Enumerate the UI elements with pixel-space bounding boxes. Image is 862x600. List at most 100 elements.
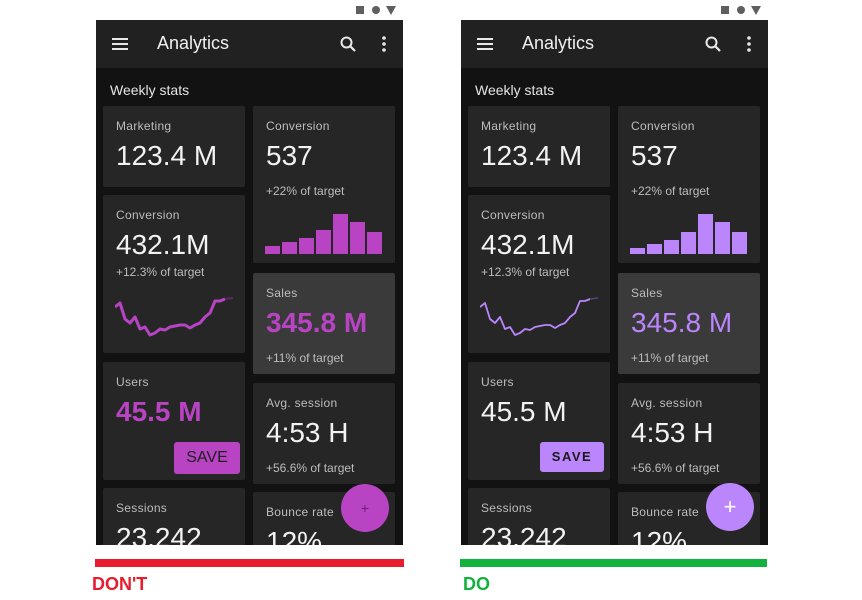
card-label: Conversion [631,119,695,133]
home-icon [372,6,380,14]
card-subtext: +12.3% of target [116,265,205,279]
card-label: Sales [631,286,663,300]
sales-card[interactable]: Sales 345.8 M +11% of target [618,273,760,374]
avg-session-card[interactable]: Avg. session 4:53 H +56.6% of target [253,383,395,484]
card-subtext: +11% of target [631,351,709,365]
sessions-card[interactable]: Sessions 23,242 [468,488,610,545]
do-underline [460,559,767,567]
bar-7 [367,232,382,254]
users-card[interactable]: Users 45.5 M SAVE [468,362,610,480]
conversion-card-small[interactable]: Conversion 537 +22% of target [253,106,395,263]
bar-6 [350,222,365,254]
dont-underline [95,559,404,567]
card-label: Users [481,375,514,389]
status-bar [96,0,403,20]
card-value: 45.5 M [116,396,202,427]
sessions-card[interactable]: Sessions 23,242 [103,488,245,545]
card-label: Marketing [481,119,537,133]
conversion-line-chart [480,297,599,336]
card-subtext: +22% of target [631,184,710,198]
card-value: 432.1M [481,229,575,260]
card-label: Sales [266,286,298,300]
card-value: 537 [631,140,678,171]
card-label: Sessions [481,501,533,515]
do-caption: DO [463,574,490,594]
users-card[interactable]: Users 45.5 M SAVE [103,362,245,480]
conversion-card-large[interactable]: Conversion 432.1M +12.3% of target [468,195,610,353]
do-phone-screen: Analytics Weekly stats Marketing 123.4 M… [461,0,768,545]
card-value: 345.8 M [631,307,733,338]
save-button[interactable]: SAVE [174,442,240,474]
card-label: Sessions [116,501,168,515]
bar-3 [299,238,314,254]
card-value: 123.4 M [116,140,218,171]
add-fab-button[interactable]: + [706,483,754,531]
dont-caption: DON'T [92,574,148,594]
card-value: 45.5 M [481,396,567,427]
add-fab-button[interactable]: + [341,484,389,532]
card-label: Conversion [481,208,545,222]
bar-7 [732,232,747,254]
bar-1 [265,246,280,254]
recents-icon [721,6,729,14]
search-icon[interactable] [705,36,721,52]
menu-icon[interactable] [112,38,128,50]
conversion-line-chart [115,297,234,337]
card-value: 12% [266,526,323,545]
card-subtext: +56.6% of target [631,461,720,475]
bar-5 [333,214,348,254]
conversion-card-large[interactable]: Conversion 432.1M +12.3% of target [103,195,245,353]
dont-phone-screen: Analytics Weekly stats Marketing 123.4 M… [96,0,403,545]
signal-icon [751,6,761,15]
card-label: Avg. session [266,396,338,410]
card-value: 123.4 M [481,140,583,171]
card-label: Avg. session [631,396,703,410]
menu-icon[interactable] [477,38,493,50]
conversion-bar-chart [630,214,747,254]
card-label: Conversion [266,119,330,133]
bar-3 [664,240,679,254]
avg-session-card[interactable]: Avg. session 4:53 H +56.6% of target [618,383,760,484]
section-title: Weekly stats [110,82,190,98]
search-icon[interactable] [340,36,356,52]
card-label: Marketing [116,119,172,133]
bar-6 [715,222,730,254]
app-title: Analytics [157,33,230,53]
card-value: 432.1M [116,229,210,260]
card-label: Bounce rate [631,505,700,519]
card-value: 4:53 H [266,417,349,448]
card-value: 537 [266,140,313,171]
status-bar [461,0,768,20]
signal-icon [386,6,396,15]
sales-card[interactable]: Sales 345.8 M +11% of target [253,273,395,374]
bar-2 [282,242,297,254]
app-title: Analytics [522,33,595,53]
conversion-bar-chart [265,214,382,254]
card-label: Bounce rate [266,505,335,519]
bar-1 [630,248,645,254]
app-bar: Analytics [461,20,768,68]
more-options-icon[interactable] [382,36,386,52]
bar-2 [647,244,662,254]
bar-5 [698,214,713,254]
section-title: Weekly stats [475,82,555,98]
card-value: 4:53 H [631,417,714,448]
bar-4 [681,232,696,254]
card-label: Conversion [116,208,180,222]
marketing-card[interactable]: Marketing 123.4 M [468,106,610,187]
card-value: 12% [631,526,688,545]
home-icon [737,6,745,14]
card-subtext: +11% of target [266,351,344,365]
card-label: Users [116,375,149,389]
app-bar: Analytics [96,20,403,68]
card-value: 345.8 M [266,307,368,338]
marketing-card[interactable]: Marketing 123.4 M [103,106,245,187]
more-options-icon[interactable] [747,36,751,52]
card-subtext: +12.3% of target [481,265,570,279]
save-button[interactable]: SAVE [540,442,604,472]
bar-4 [316,230,331,254]
conversion-card-small[interactable]: Conversion 537 +22% of target [618,106,760,263]
card-subtext: +56.6% of target [266,461,355,475]
card-subtext: +22% of target [266,184,345,198]
card-value: 23,242 [116,522,202,545]
